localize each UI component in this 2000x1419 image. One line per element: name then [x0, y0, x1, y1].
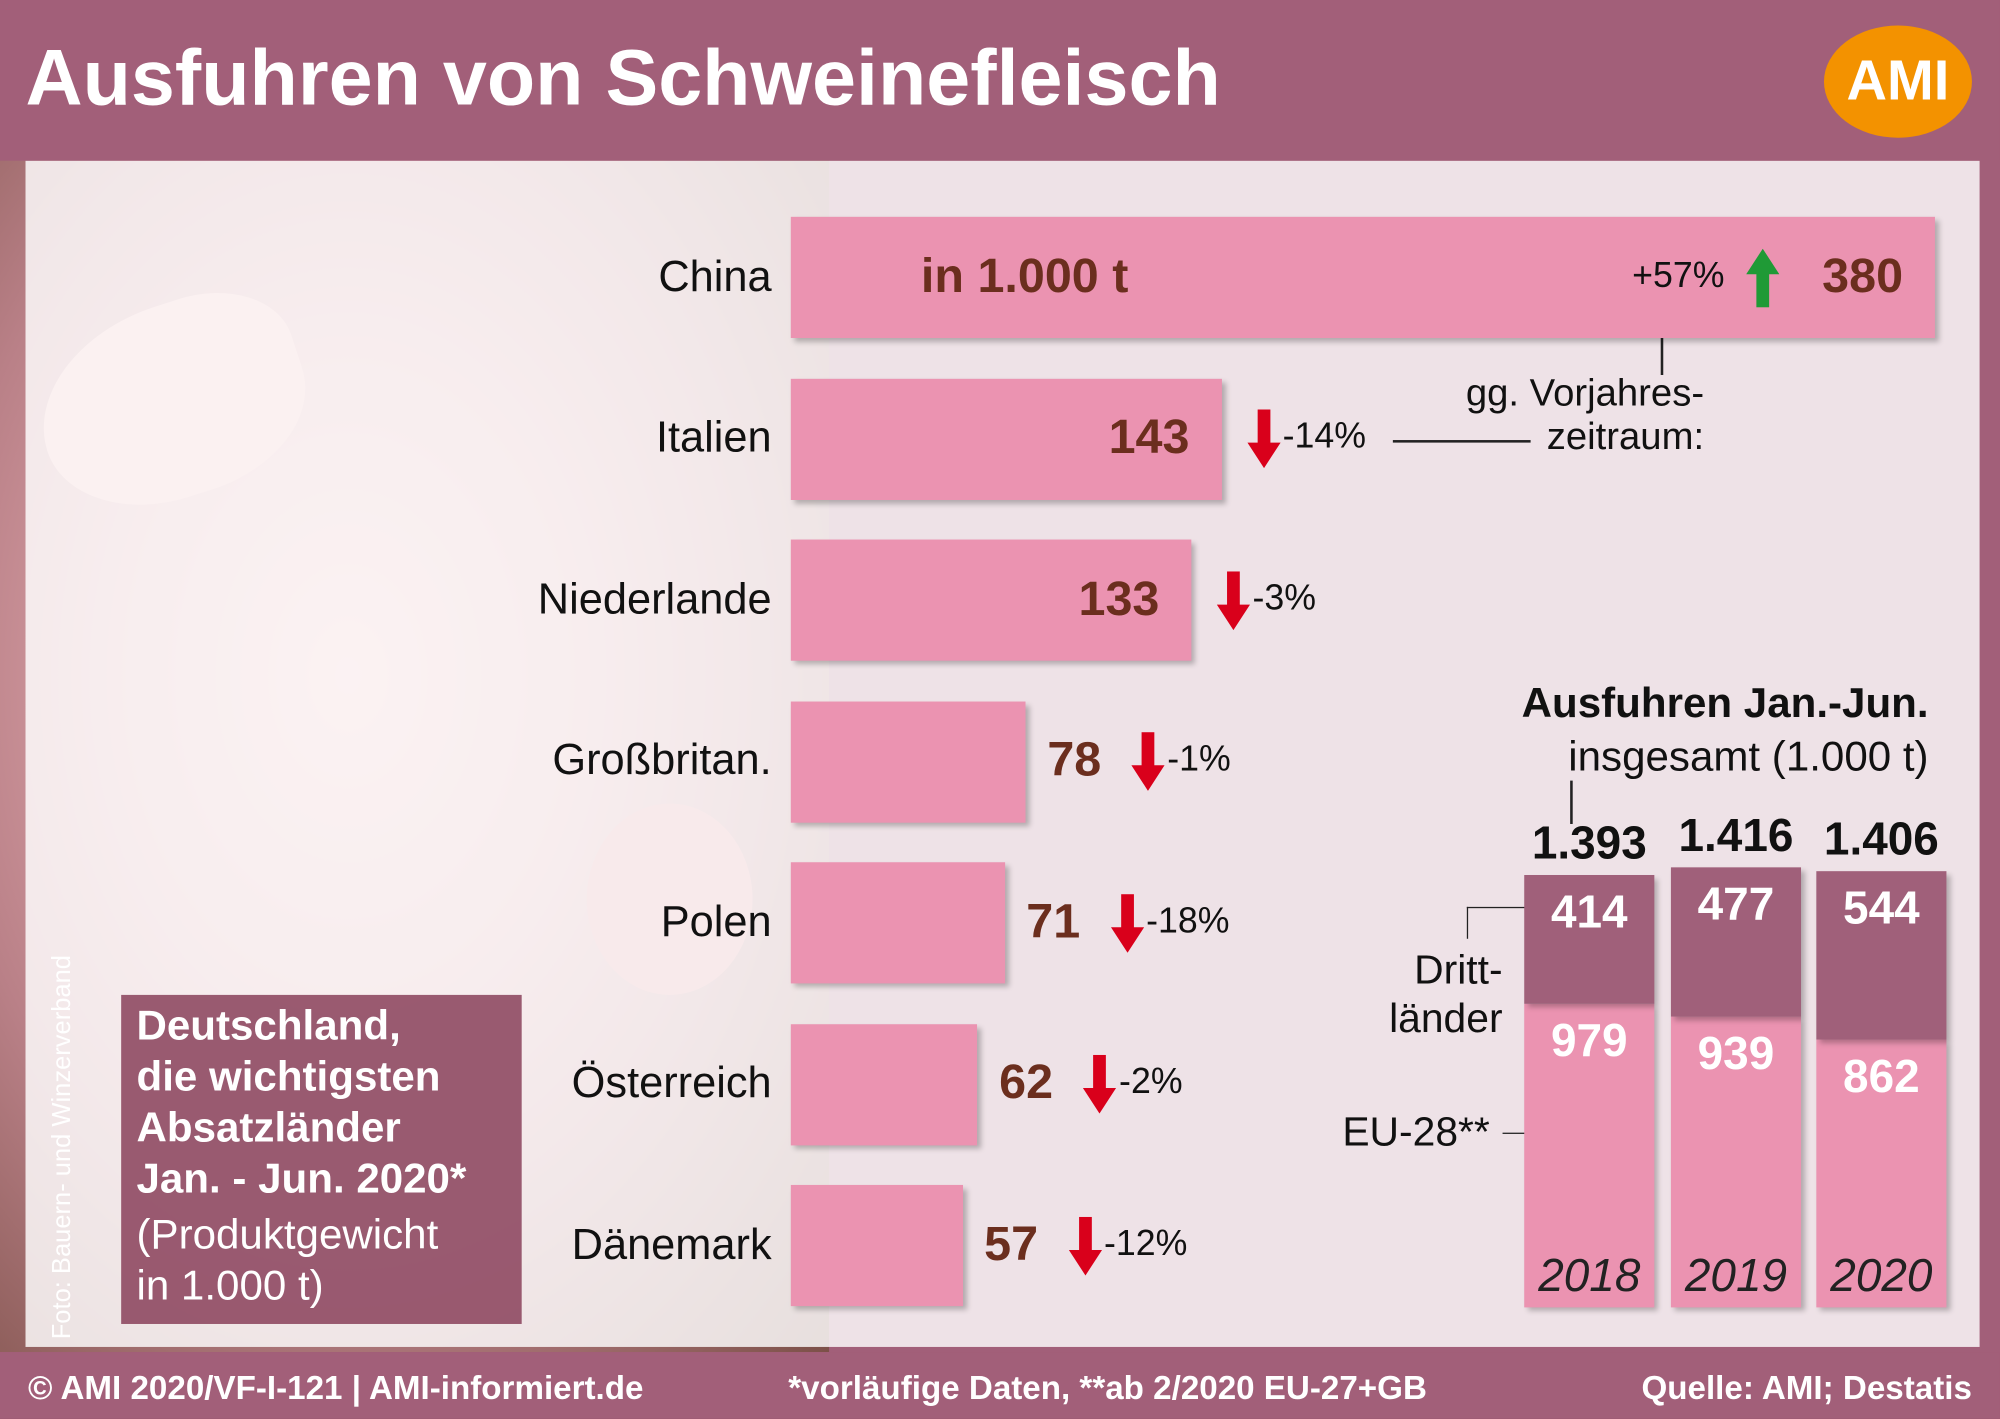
bar [790, 1184, 963, 1307]
legend-label: Dritt- länder [1389, 946, 1503, 1041]
chart-subtitle: insgesamt (1.000 t) [1568, 732, 1929, 780]
footer-band [0, 1352, 2000, 1419]
year-label: 2019 [1684, 1248, 1788, 1302]
legend-label: EU-28** [1342, 1108, 1490, 1155]
stacked-segment [1670, 867, 1802, 1016]
category-label: Dänemark [571, 1220, 772, 1269]
chart-subtitle: (Produktgewicht in 1.000 t) [136, 1210, 439, 1309]
change-label: -3% [1252, 577, 1316, 617]
change-label: -2% [1119, 1061, 1183, 1101]
category-label: Niederlande [537, 574, 772, 624]
chart-title: Ausfuhren Jan.-Jun. [1521, 678, 1929, 726]
change-arrow [1246, 409, 1281, 469]
bar [790, 216, 1935, 339]
total-label: 1.406 [1823, 812, 1939, 865]
category-label: China [658, 251, 772, 301]
change-arrow [1746, 248, 1780, 307]
value-label: 62 [999, 1056, 1054, 1110]
segment-label: 862 [1843, 1050, 1920, 1103]
segment-label: 414 [1550, 885, 1628, 938]
title-connector [1570, 780, 1573, 824]
change-note: gg. Vorjahres- zeitraum: [1465, 372, 1705, 458]
segment-label: 544 [1843, 881, 1920, 934]
stacked-segment [1524, 1003, 1655, 1308]
total-label: 1.393 [1531, 816, 1647, 869]
change-arrow [1131, 732, 1165, 791]
stacked-segment [1524, 875, 1655, 1004]
chart-title: Deutschland, die wichtigsten Absatzlände… [136, 1001, 467, 1202]
value-label: 133 [1078, 572, 1160, 626]
bar [790, 862, 1005, 984]
note-connector [1392, 440, 1531, 442]
change-arrow [1110, 893, 1144, 953]
segment-label: 477 [1697, 878, 1775, 931]
stacked-segment [1816, 871, 1947, 1040]
total-label: 1.416 [1678, 809, 1794, 862]
change-label: -12% [1104, 1222, 1188, 1263]
logo: AMI [1823, 25, 1972, 138]
value-label: 380 [1822, 249, 1904, 303]
page-title: Ausfuhren von Schweinefleisch [25, 34, 1221, 123]
value-label: 143 [1108, 410, 1190, 465]
segment-label: 939 [1697, 1026, 1775, 1079]
footer-source: Quelle: AMI; Destatis [1641, 1368, 1972, 1407]
footer-copyright: © AMI 2020/VF-I-121 | AMI-informiert.de [28, 1368, 644, 1407]
year-label: 2018 [1538, 1248, 1641, 1302]
category-label: Italien [655, 413, 772, 462]
bar [790, 539, 1192, 661]
change-label: -1% [1167, 738, 1231, 779]
value-label: 78 [1047, 733, 1102, 787]
stacked-segment [1816, 1039, 1947, 1308]
footer-note: *vorläufige Daten, **ab 2/2020 EU-27+GB [788, 1368, 1427, 1407]
change-label: +57% [1632, 254, 1725, 295]
note-connector [1660, 308, 1663, 375]
photo-credit: Foto: Bauern- und Winzerverband [48, 954, 77, 1340]
category-label: Polen [660, 897, 772, 946]
category-label: Österreich [571, 1058, 772, 1108]
year-label: 2020 [1830, 1248, 1933, 1302]
change-label: -18% [1146, 899, 1230, 940]
change-arrow [1068, 1216, 1102, 1275]
chart-title-box [121, 994, 522, 1324]
segment-label: 979 [1550, 1013, 1628, 1067]
change-label: -14% [1282, 415, 1366, 456]
bar [790, 700, 1026, 823]
bar [790, 1023, 978, 1145]
value-label: 71 [1026, 894, 1081, 949]
unit-label: in 1.000 t [920, 249, 1129, 303]
legend-connector [1466, 906, 1527, 939]
category-label: Großbritan. [552, 735, 772, 785]
change-arrow [1083, 1054, 1117, 1114]
change-arrow [1216, 570, 1250, 630]
bar [790, 378, 1222, 500]
header-band [0, 0, 2000, 161]
stacked-segment [1670, 1015, 1802, 1308]
value-label: 57 [984, 1217, 1039, 1272]
